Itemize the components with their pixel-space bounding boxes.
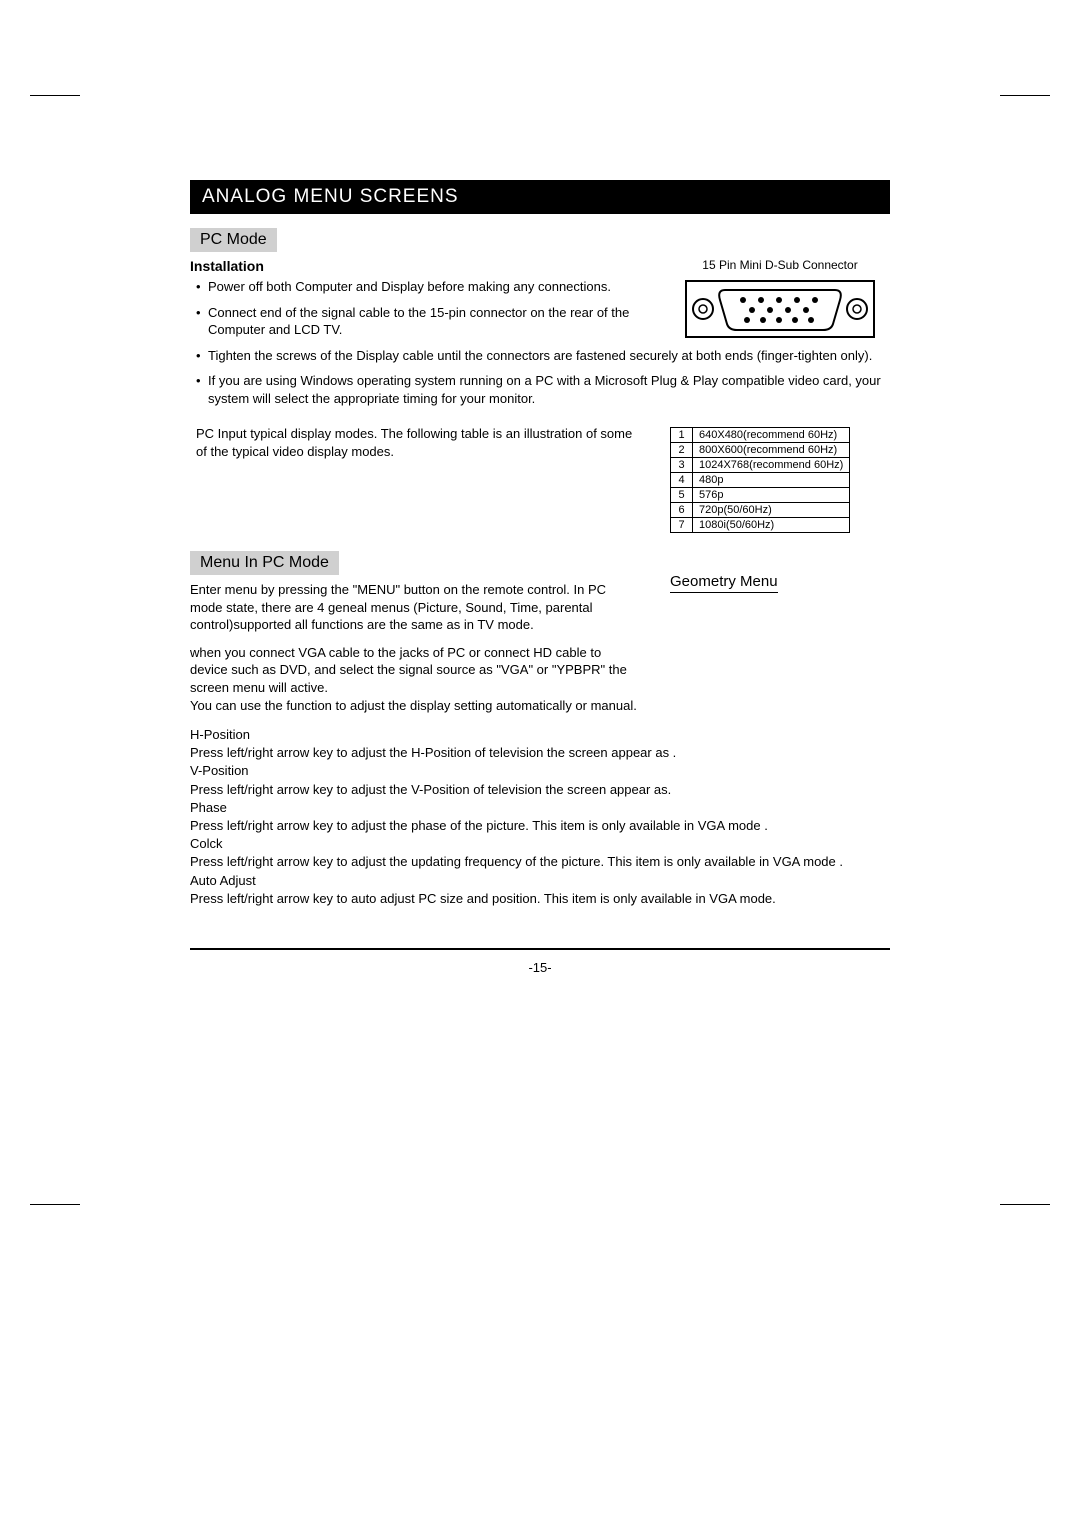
crop-mark — [1000, 1204, 1050, 1205]
table-row: 31024X768(recommend 60Hz) — [671, 458, 850, 473]
phase-desc: Press left/right arrow key to adjust the… — [190, 817, 890, 835]
table-row: 6720p(50/60Hz) — [671, 503, 850, 518]
vpos-title: V-Position — [190, 762, 890, 780]
crop-mark — [30, 95, 80, 96]
table-row: 2800X600(recommend 60Hz) — [671, 443, 850, 458]
auto-desc: Press left/right arrow key to auto adjus… — [190, 890, 890, 908]
vpos-desc: Press left/right arrow key to adjust the… — [190, 781, 890, 799]
menu-in-pc-heading: Menu In PC Mode — [190, 551, 339, 575]
page-title-bar: ANALOG MENU SCREENS — [190, 180, 890, 214]
table-row: 1640X480(recommend 60Hz) — [671, 428, 850, 443]
pc-mode-heading: PC Mode — [190, 228, 277, 252]
installation-bullets-cont: Tighten the screws of the Display cable … — [196, 347, 890, 408]
settings-block: H-Position Press left/right arrow key to… — [190, 726, 890, 908]
table-row: 5576p — [671, 488, 850, 503]
installation-title: Installation — [190, 258, 640, 274]
phase-title: Phase — [190, 799, 890, 817]
page-divider — [190, 948, 890, 950]
clock-title: Colck — [190, 835, 890, 853]
menu-para1: Enter menu by pressing the "MENU" button… — [190, 581, 640, 634]
modes-intro: PC Input typical display modes. The foll… — [196, 425, 640, 460]
hpos-desc: Press left/right arrow key to adjust the… — [190, 744, 890, 762]
hpos-title: H-Position — [190, 726, 890, 744]
bullet-item: Tighten the screws of the Display cable … — [196, 347, 890, 365]
bullet-item: If you are using Windows operating syste… — [196, 372, 890, 407]
display-modes-table: 1640X480(recommend 60Hz) 2800X600(recomm… — [670, 427, 850, 533]
page-content: ANALOG MENU SCREENS PC Mode Installation… — [0, 0, 1080, 975]
crop-mark — [30, 1204, 80, 1205]
connector-caption: 15 Pin Mini D-Sub Connector — [670, 258, 890, 272]
table-row: 4480p — [671, 473, 850, 488]
menu-para2: when you connect VGA cable to the jacks … — [190, 644, 640, 714]
bullet-item: Connect end of the signal cable to the 1… — [196, 304, 640, 339]
table-row: 71080i(50/60Hz) — [671, 518, 850, 533]
page-number: -15- — [190, 960, 890, 975]
installation-bullets: Power off both Computer and Display befo… — [196, 278, 640, 339]
geometry-menu-heading: Geometry Menu — [670, 573, 778, 593]
dsub-connector-icon — [685, 280, 875, 338]
bullet-item: Power off both Computer and Display befo… — [196, 278, 640, 296]
auto-title: Auto Adjust — [190, 872, 890, 890]
crop-mark — [1000, 95, 1050, 96]
clock-desc: Press left/right arrow key to adjust the… — [190, 853, 890, 871]
